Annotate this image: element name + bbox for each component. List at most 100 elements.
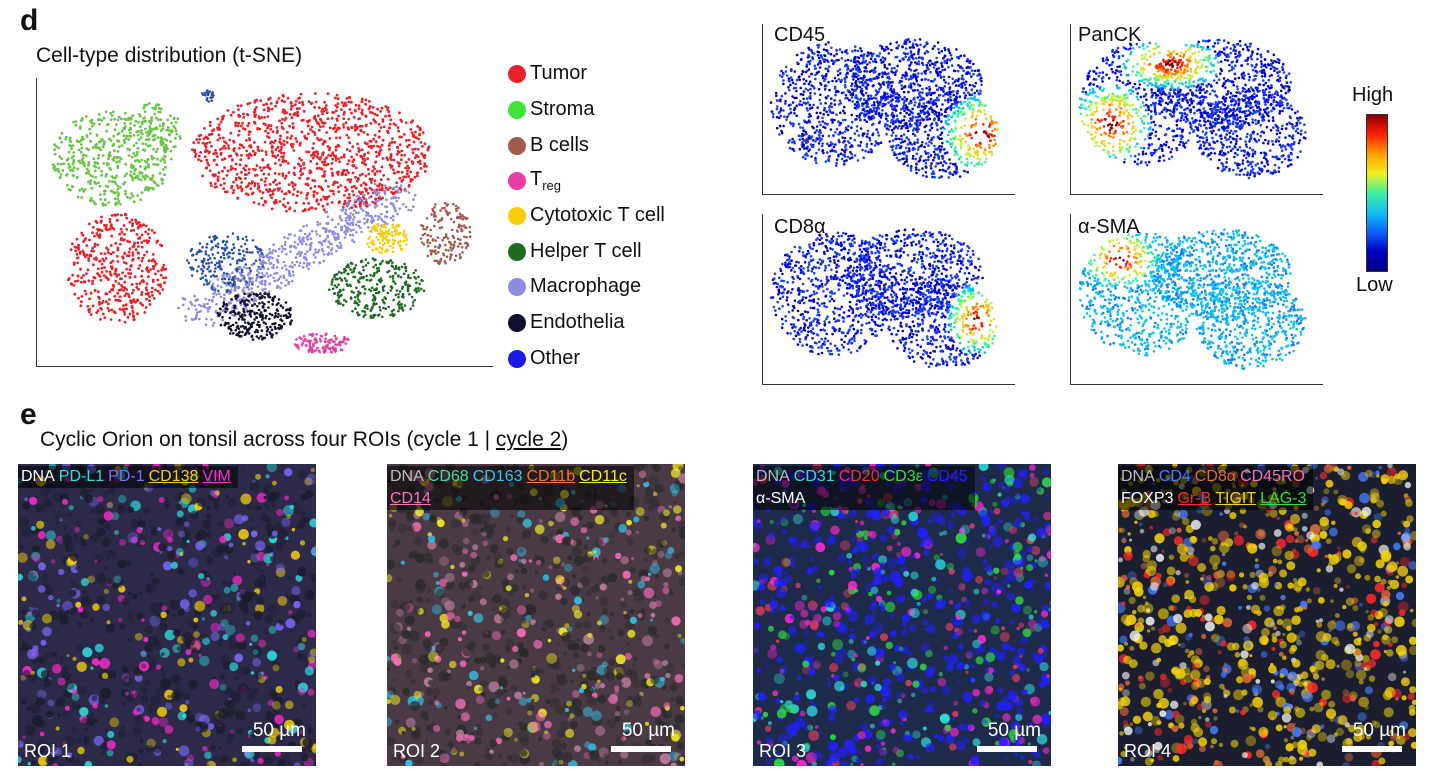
legend-label: B cells bbox=[530, 134, 589, 156]
cluster-b-cells bbox=[419, 201, 472, 266]
roi-background bbox=[387, 464, 685, 766]
panel-letter-e: e bbox=[20, 398, 37, 431]
channel-label-row: α-SMA bbox=[756, 488, 972, 510]
legend-swatch bbox=[508, 171, 526, 190]
legend-swatch bbox=[508, 64, 526, 83]
marker-points-asma bbox=[1078, 228, 1307, 370]
marker-plot-cd45 bbox=[762, 24, 1015, 195]
marker-scatter-panck bbox=[1078, 38, 1307, 180]
marker-label-cd8a: CD8α bbox=[774, 216, 826, 238]
legend-item: Other bbox=[508, 347, 580, 370]
roi-2-channel-labels: DNA CD68 CD163 CD11b CD11c CD14 bbox=[387, 466, 634, 510]
channel-label: CD11c bbox=[579, 468, 627, 485]
channel-label: DNA bbox=[21, 468, 55, 485]
legend-swatch bbox=[508, 242, 526, 261]
channel-label: CD11b bbox=[526, 468, 576, 485]
legend-swatch bbox=[508, 136, 526, 155]
marker-points-cd8a bbox=[769, 228, 998, 369]
roi-title-suffix: ) bbox=[561, 428, 569, 451]
roi-2-label: ROI 2 bbox=[393, 741, 441, 761]
legend-item: B cells bbox=[508, 134, 589, 157]
channel-label: α-SMA bbox=[756, 490, 806, 507]
legend-swatch bbox=[508, 100, 526, 119]
legend-item: Helper T cell bbox=[508, 240, 642, 263]
roi-3-channel-labels: DNA CD31 CD20 CD3ε CD45 α-SMA bbox=[753, 466, 975, 510]
marker-plot-panck bbox=[1070, 24, 1323, 195]
channel-label-row: FOXP3 Gr-B TIGIT LAG-3 bbox=[1121, 488, 1310, 510]
channel-label: VIM bbox=[202, 468, 231, 485]
roi-image-2: DNA CD68 CD163 CD11b CD11c CD14 50 µm ROI 2 bbox=[387, 464, 685, 766]
channel-label: CD138 bbox=[148, 468, 199, 485]
roi-3-label: ROI 3 bbox=[759, 741, 807, 761]
cluster-helper-t bbox=[328, 257, 426, 319]
marker-points-cd45 bbox=[769, 37, 999, 179]
cluster-macrophage bbox=[356, 182, 417, 218]
roi-1-label: ROI 1 bbox=[24, 741, 72, 761]
channel-label: PD-1 bbox=[108, 468, 145, 485]
legend-label: Cytotoxic T cell bbox=[530, 204, 665, 226]
roi-2-scale-bar bbox=[611, 746, 671, 752]
channel-label: CD45RO bbox=[1240, 468, 1305, 485]
marker-scatter-asma bbox=[1078, 228, 1307, 370]
channel-label: CD45 bbox=[926, 468, 968, 485]
cluster-endothelia bbox=[216, 292, 293, 341]
roi-1-channel-labels: DNA PD-L1 PD-1 CD138 VIM bbox=[18, 466, 238, 488]
cluster-macrophage bbox=[177, 290, 238, 327]
channel-label: CD20 bbox=[838, 468, 880, 485]
roi-image-3: DNA CD31 CD20 CD3ε CD45 α-SMA 50 µm ROI 3 bbox=[753, 464, 1051, 766]
channel-label-row: DNA CD4 CD8α CD45RO bbox=[1121, 466, 1310, 488]
channel-label: CD163 bbox=[472, 468, 523, 485]
roi-4-label: ROI 4 bbox=[1124, 741, 1172, 761]
channel-label: DNA bbox=[1121, 468, 1155, 485]
tsne-title: Cell-type distribution (t-SNE) bbox=[36, 44, 303, 67]
marker-scatter-cd45 bbox=[769, 37, 999, 179]
legend-label: Tumor bbox=[530, 62, 588, 84]
legend-label: Other bbox=[530, 347, 581, 369]
legend-swatch bbox=[508, 313, 526, 332]
roi-1-scale-label: 50 µm bbox=[252, 720, 306, 741]
legend-label: Treg bbox=[530, 168, 562, 193]
legend-item: Stroma bbox=[508, 98, 594, 121]
channel-label-row: DNA CD68 CD163 CD11b CD11c bbox=[390, 466, 631, 488]
legend-swatch bbox=[508, 277, 526, 296]
channel-label-row: DNA PD-L1 PD-1 CD138 VIM bbox=[21, 466, 235, 488]
marker-label-cd45: CD45 bbox=[774, 24, 826, 46]
roi-2-scale-label: 50 µm bbox=[621, 720, 675, 741]
colorbar bbox=[1366, 114, 1388, 272]
channel-label: CD68 bbox=[427, 468, 469, 485]
roi-title-cycle2: cycle 2 bbox=[495, 428, 562, 451]
legend-item: Tumor bbox=[508, 62, 587, 85]
legend-label: Helper T cell bbox=[530, 240, 642, 262]
cluster-treg bbox=[293, 332, 350, 354]
roi-title-prefix: Cyclic Orion on tonsil across four ROIs … bbox=[40, 428, 496, 451]
channel-label: TIGIT bbox=[1215, 490, 1257, 507]
marker-scatter-cd8a bbox=[769, 228, 998, 369]
channel-label: DNA bbox=[756, 468, 790, 485]
channel-label: Gr-B bbox=[1177, 490, 1212, 507]
panel-letter-d: d bbox=[20, 4, 39, 37]
legend-label: Macrophage bbox=[530, 275, 642, 297]
marker-label-panck: PanCK bbox=[1078, 24, 1142, 46]
cluster-macrophage bbox=[339, 195, 398, 230]
legend-swatch bbox=[508, 349, 526, 368]
channel-label: CD31 bbox=[793, 468, 835, 485]
channel-label: CD3ε bbox=[883, 468, 923, 485]
cluster-stroma bbox=[51, 102, 182, 207]
roi-image-4: DNA CD4 CD8α CD45RO FOXP3 Gr-B TIGIT LAG-3 50 µ… bbox=[1118, 464, 1416, 766]
channel-label: FOXP3 bbox=[1121, 490, 1174, 507]
roi-3-scale-label: 50 µm bbox=[987, 720, 1041, 741]
legend-swatch bbox=[508, 206, 526, 225]
marker-label-asma: α-SMA bbox=[1078, 216, 1140, 238]
roi-image-1: DNA PD-L1 PD-1 CD138 VIM 50 µm ROI 1 bbox=[18, 464, 316, 766]
legend-item: Cytotoxic T cell bbox=[508, 204, 665, 227]
legend-item: Treg bbox=[508, 168, 561, 193]
cluster-tumor bbox=[67, 92, 431, 324]
channel-label-row: DNA CD31 CD20 CD3ε CD45 bbox=[756, 466, 972, 488]
tsne-plot-area bbox=[36, 78, 493, 367]
roi-4-channel-labels: DNA CD4 CD8α CD45RO FOXP3 Gr-B TIGIT LAG-3 bbox=[1118, 466, 1314, 510]
marker-plot-cd8a bbox=[762, 214, 1015, 385]
channel-label-row: CD14 bbox=[390, 488, 631, 510]
marker-plot-asma bbox=[1070, 214, 1323, 385]
channel-label: CD14 bbox=[390, 490, 431, 507]
legend-item: Macrophage bbox=[508, 275, 641, 298]
